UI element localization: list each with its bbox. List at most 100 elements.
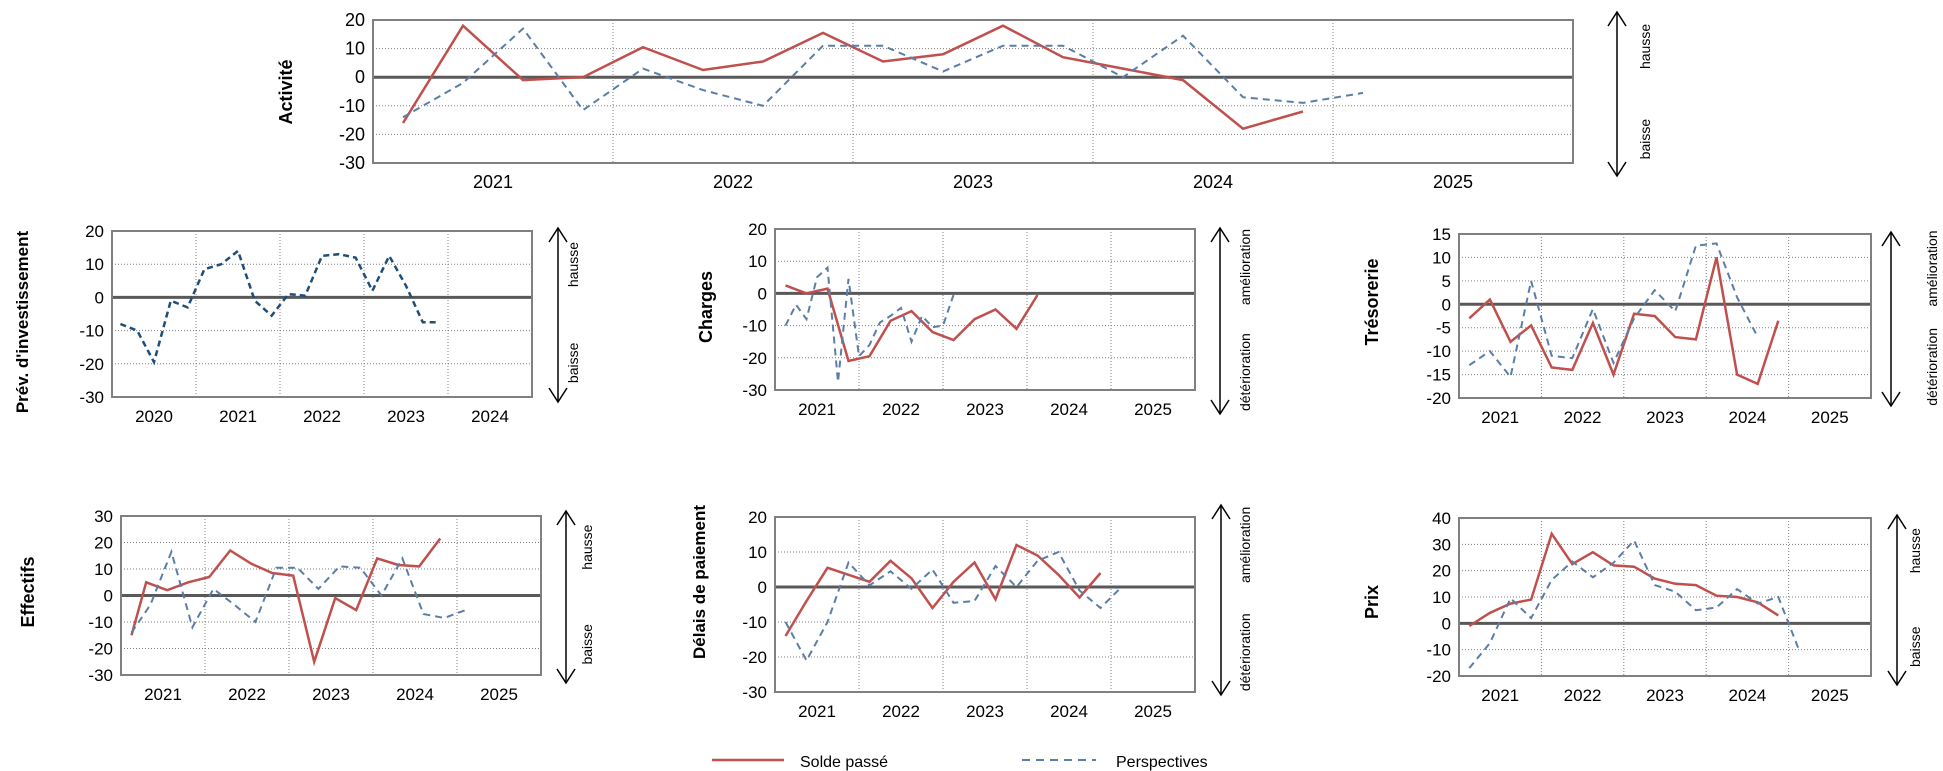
plot-border — [774, 228, 1196, 391]
series-solde-passe — [401, 23, 1304, 131]
plot-border — [774, 516, 1196, 693]
chart-charges-title: Charges — [696, 271, 716, 343]
y-tick-label: 5 — [1442, 272, 1451, 291]
arrow-head-down — [1210, 399, 1230, 416]
plot-area — [112, 231, 532, 397]
arrow-head-up — [1210, 226, 1230, 243]
arrow-label-top: hausse — [1637, 24, 1653, 69]
y-tick-label: -20 — [339, 124, 365, 144]
plot-area — [1459, 234, 1871, 398]
y-tick-label: -30 — [79, 388, 104, 407]
y-tick-label: -20 — [1426, 389, 1451, 408]
y-tick-label: -10 — [339, 96, 365, 116]
arrow-head-down — [1211, 680, 1231, 697]
arrow-head-up — [548, 226, 568, 243]
arrow-label-bottom: baisse — [1907, 626, 1923, 667]
series-solde-passe — [785, 284, 1039, 363]
chart-tresorerie: -20 -15 -10 -5 0 5 10 15 2021 2022 2023 2024 2025 — [1426, 225, 1872, 427]
chart-investissement-direction-arrow: hausse baisse — [548, 226, 581, 404]
series-perspectives — [784, 265, 955, 383]
y-tick-label: 20 — [748, 220, 767, 239]
x-tick-label: 2025 — [1811, 686, 1849, 705]
x-tick-label: 2025 — [1134, 702, 1172, 721]
y-tick-label: -30 — [742, 381, 767, 400]
chart-delais-paiement-title: Délais de paiement — [690, 505, 709, 659]
x-tick-label: 2022 — [303, 407, 341, 426]
y-tick-label: -30 — [339, 153, 365, 173]
x-tick-label: 2023 — [1646, 686, 1684, 705]
x-tick-label: 2024 — [1050, 400, 1088, 419]
x-tick-label: 2023 — [966, 400, 1004, 419]
plot-border — [1458, 233, 1872, 399]
y-tick-label: 20 — [748, 508, 767, 527]
y-tick-label: 20 — [85, 222, 104, 241]
x-tick-label: 2021 — [473, 172, 513, 192]
y-tick-label: 20 — [1432, 562, 1451, 581]
y-tick-label: 15 — [1432, 225, 1451, 244]
x-tick-label: 2025 — [1134, 400, 1172, 419]
chart-activite: -30 -20 -10 0 10 20 2021 2022 2023 2024 2025 — [339, 10, 1574, 192]
y-tick-label: -5 — [1436, 319, 1451, 338]
y-tick-label: 30 — [94, 507, 113, 526]
chart-effectifs-direction-arrow: hausse baisse — [556, 509, 595, 685]
y-tick-label: 20 — [94, 534, 113, 553]
y-tick-label: 0 — [1442, 614, 1451, 633]
arrow-label-top: amélioration — [1237, 507, 1253, 583]
y-tick-label: 10 — [345, 39, 365, 59]
arrow-label-top: hausse — [1907, 528, 1923, 573]
chart-delais-paiement: -30 -20 -10 0 10 20 2021 2022 2023 2024 2025 — [742, 508, 1196, 721]
plot-area — [373, 20, 1573, 163]
x-tick-label: 2022 — [882, 702, 920, 721]
arrow-head-down — [1881, 391, 1901, 408]
arrow-label-top: hausse — [579, 524, 595, 569]
x-tick-label: 2021 — [1481, 408, 1519, 427]
y-tick-label: -10 — [1426, 342, 1451, 361]
y-tick-label: 0 — [758, 578, 767, 597]
x-tick-label: 2024 — [471, 407, 509, 426]
plot-area — [1459, 518, 1871, 676]
series-perspectives — [1468, 242, 1759, 380]
x-tick-label: 2024 — [1050, 702, 1088, 721]
arrow-label-top: amélioration — [1924, 230, 1940, 306]
y-tick-label: 10 — [1432, 248, 1451, 267]
arrow-label-bottom: détérioration — [1237, 333, 1253, 411]
x-tick-label: 2022 — [1564, 408, 1602, 427]
chart-tresorerie-direction-arrow: amélioration détérioration — [1881, 230, 1940, 408]
arrow-head-up — [1881, 230, 1901, 247]
series-solde-passe — [130, 537, 442, 667]
chart-charges: -30 -20 -10 0 10 20 2021 2022 2023 2024 2025 — [742, 220, 1196, 419]
arrow-head-up — [556, 509, 576, 526]
plot-area — [775, 517, 1195, 692]
legend-outlook-label: Perspectives — [1116, 754, 1208, 771]
x-tick-label: 2025 — [480, 685, 518, 704]
y-tick-label: 40 — [1432, 509, 1451, 528]
legend: Solde passé Perspectives — [712, 754, 1208, 771]
plot-border — [120, 515, 542, 676]
series-perspectives — [1468, 538, 1800, 669]
plot-border — [111, 230, 533, 398]
arrow-label-top: amélioration — [1237, 229, 1253, 305]
chart-activite-direction-arrow: hausse baisse — [1607, 10, 1653, 178]
y-tick-label: -10 — [88, 613, 113, 632]
arrow-label-bottom: baisse — [565, 342, 581, 383]
y-tick-label: 10 — [94, 560, 113, 579]
x-tick-label: 2020 — [135, 407, 173, 426]
x-tick-label: 2022 — [713, 172, 753, 192]
arrow-head-down — [556, 668, 576, 685]
y-tick-label: 10 — [748, 252, 767, 271]
arrow-head-up — [1607, 10, 1627, 27]
y-tick-label: -10 — [742, 317, 767, 336]
y-tick-label: -30 — [88, 666, 113, 685]
y-tick-label: 10 — [748, 543, 767, 562]
arrow-label-bottom: baisse — [579, 624, 595, 665]
x-tick-label: 2024 — [1728, 686, 1766, 705]
chart-prix-direction-arrow: hausse baisse — [1887, 513, 1923, 687]
x-tick-label: 2023 — [1646, 408, 1684, 427]
x-tick-label: 2021 — [1481, 686, 1519, 705]
arrow-head-up — [1887, 513, 1907, 530]
x-tick-label: 2023 — [966, 702, 1004, 721]
arrow-head-down — [1887, 670, 1907, 687]
x-tick-label: 2025 — [1811, 408, 1849, 427]
